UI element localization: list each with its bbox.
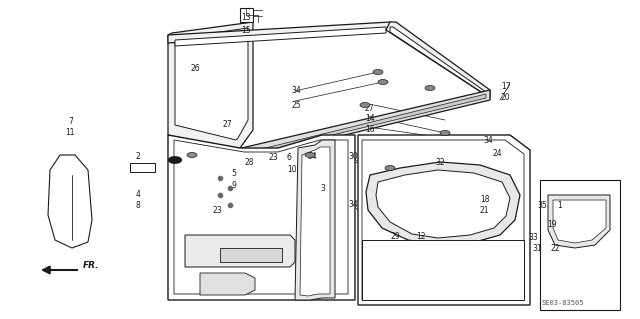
Circle shape	[378, 79, 388, 85]
Text: 27: 27	[365, 104, 374, 113]
Circle shape	[440, 130, 450, 136]
Text: 8: 8	[135, 201, 140, 210]
Text: 31: 31	[532, 244, 543, 253]
Text: 11: 11	[66, 128, 75, 137]
Polygon shape	[237, 94, 486, 158]
Text: 14: 14	[365, 114, 374, 122]
Polygon shape	[174, 140, 348, 294]
Text: 34: 34	[307, 152, 317, 161]
Circle shape	[360, 102, 370, 108]
Text: 4: 4	[135, 190, 140, 199]
Text: 26: 26	[190, 64, 200, 73]
Polygon shape	[362, 140, 524, 300]
Text: 23: 23	[269, 153, 278, 162]
Text: 27: 27	[222, 120, 232, 129]
Text: 35: 35	[538, 201, 547, 210]
Polygon shape	[300, 147, 330, 296]
Polygon shape	[220, 248, 282, 262]
Text: 34: 34	[483, 136, 493, 145]
Polygon shape	[168, 22, 253, 150]
Text: 23: 23	[212, 206, 223, 215]
Text: 25: 25	[291, 101, 301, 110]
Text: 29: 29	[390, 232, 401, 241]
Polygon shape	[233, 90, 490, 162]
Polygon shape	[390, 27, 486, 95]
Text: 20: 20	[500, 93, 511, 102]
Polygon shape	[386, 22, 490, 98]
Polygon shape	[175, 27, 386, 46]
Text: SE03-83505: SE03-83505	[542, 300, 584, 306]
Polygon shape	[366, 162, 520, 245]
Text: 15: 15	[241, 26, 252, 35]
Text: 1: 1	[557, 201, 561, 210]
Polygon shape	[130, 163, 155, 172]
Polygon shape	[553, 200, 606, 243]
Text: 28: 28	[245, 158, 254, 167]
Text: 3: 3	[321, 184, 326, 193]
Polygon shape	[540, 180, 620, 310]
Polygon shape	[376, 170, 510, 238]
Text: 21: 21	[480, 206, 490, 215]
Polygon shape	[240, 8, 253, 22]
Text: 7: 7	[68, 117, 73, 126]
Polygon shape	[200, 273, 255, 295]
Text: 19: 19	[547, 220, 557, 229]
Text: 16: 16	[365, 125, 374, 134]
Text: 24: 24	[493, 149, 502, 158]
Text: 34: 34	[349, 200, 358, 209]
Circle shape	[187, 152, 197, 158]
Circle shape	[305, 152, 315, 158]
Polygon shape	[548, 195, 610, 248]
Polygon shape	[175, 28, 248, 140]
Polygon shape	[358, 135, 530, 305]
Text: 18: 18	[480, 195, 490, 204]
Circle shape	[373, 70, 383, 75]
Text: 22: 22	[550, 244, 560, 253]
Text: 32: 32	[435, 158, 445, 167]
Text: 9: 9	[231, 181, 236, 189]
Text: 34: 34	[291, 86, 301, 95]
Text: 17: 17	[500, 82, 511, 91]
Text: 6: 6	[287, 153, 292, 162]
Text: 33: 33	[528, 233, 538, 242]
Polygon shape	[168, 135, 355, 300]
Text: 10: 10	[287, 165, 296, 174]
Circle shape	[425, 85, 435, 91]
Text: 5: 5	[231, 169, 236, 178]
Text: FR.: FR.	[83, 261, 99, 270]
Polygon shape	[362, 240, 524, 300]
Polygon shape	[185, 235, 295, 267]
Text: 30: 30	[349, 152, 358, 161]
Text: 2: 2	[135, 152, 140, 161]
Text: 13: 13	[241, 13, 252, 22]
Polygon shape	[168, 22, 390, 43]
Circle shape	[385, 166, 395, 170]
Text: 12: 12	[416, 232, 426, 241]
Circle shape	[168, 157, 181, 163]
Polygon shape	[48, 155, 92, 248]
Polygon shape	[295, 140, 335, 300]
